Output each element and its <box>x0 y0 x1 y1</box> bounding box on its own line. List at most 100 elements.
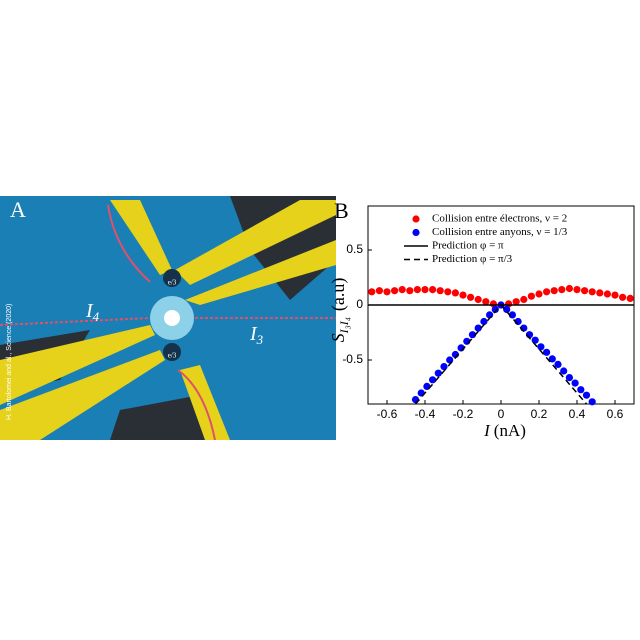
gate <box>0 325 155 405</box>
data-point <box>480 317 488 326</box>
data-point <box>391 287 399 295</box>
data-point <box>543 348 551 356</box>
data-point <box>588 398 596 406</box>
data-point <box>436 287 444 295</box>
data-point <box>573 286 581 294</box>
charge-label: e/3 <box>168 279 177 287</box>
data-point <box>619 293 627 301</box>
x-axis-label: I (nA) <box>483 421 526 440</box>
data-point <box>467 293 475 301</box>
panel-label: A <box>10 197 26 222</box>
data-point <box>558 286 566 294</box>
data-point <box>554 360 562 368</box>
x-tick-label: -0.2 <box>453 407 474 421</box>
data-point <box>531 336 539 344</box>
current-symbol: I <box>249 323 258 345</box>
y-axis-label: SI₃I₄ (a.u) <box>328 278 351 343</box>
x-tick-label: 0 <box>498 407 505 421</box>
legend-label: Collision entre anyons, ν = 1/3 <box>432 226 568 238</box>
data-point <box>444 288 452 296</box>
data-point <box>429 376 437 384</box>
edge-channel <box>0 317 151 326</box>
data-point <box>375 287 383 295</box>
data-point <box>368 288 376 296</box>
data-point <box>421 286 429 294</box>
data-point <box>596 289 604 297</box>
data-point <box>571 379 579 387</box>
edge-channel <box>177 369 216 441</box>
data-point <box>491 305 499 313</box>
data-point <box>527 292 536 300</box>
legend-box <box>400 211 628 269</box>
data-point <box>588 288 596 296</box>
data-point <box>611 291 619 299</box>
quasiparticle <box>163 343 181 361</box>
data-point <box>560 367 568 375</box>
y-tick-label: -0.5 <box>342 352 363 366</box>
legend-label: Prediction φ = π/3 <box>432 253 513 265</box>
x-tick-label: -0.4 <box>415 407 436 421</box>
data-point <box>413 286 421 294</box>
gate <box>0 350 165 440</box>
current-label: I4 <box>85 300 100 324</box>
data-point <box>451 289 459 297</box>
data-point <box>474 324 482 332</box>
data-point <box>383 288 391 296</box>
data-point <box>503 305 511 313</box>
legend-swatch <box>412 228 420 237</box>
x-tick-label: 0.2 <box>531 407 548 421</box>
y-label-sub: I₃I₄ <box>337 317 351 334</box>
gate <box>175 200 336 285</box>
data-point <box>565 284 574 293</box>
y-tick-label: 0 <box>356 297 363 311</box>
data-point <box>398 286 406 294</box>
data-point <box>550 287 558 295</box>
panel-label: B <box>334 198 349 223</box>
x-label-unit: (nA) <box>494 421 526 440</box>
data-point <box>429 286 437 294</box>
current-sub: 4 <box>93 309 100 324</box>
quasiparticle <box>163 269 181 287</box>
y-label-unit: (a.u) <box>328 278 349 311</box>
current-sub: 3 <box>256 332 264 347</box>
y-tick-label: 0.5 <box>346 242 363 256</box>
plot: -0.6 -0.4 -0.2 0 0.2 0.4 0.6 -0.5 0 0.5 I (nA) SI₃I₄… <box>328 205 635 440</box>
legend-label: Collision entre électrons, ν = 2 <box>432 213 567 225</box>
data-point <box>482 298 490 306</box>
data-point <box>434 369 442 377</box>
data-point <box>577 386 585 394</box>
data-point <box>520 295 528 304</box>
data-point <box>548 355 556 363</box>
x-label-symbol: I <box>483 421 491 440</box>
data-point <box>406 287 414 295</box>
data-point <box>474 295 482 304</box>
data-point <box>440 363 448 371</box>
data-point <box>543 288 551 296</box>
data-point <box>468 331 477 339</box>
data-point <box>581 287 589 295</box>
prediction-line <box>414 303 588 405</box>
glow-core <box>164 310 180 326</box>
panel-a-image: A e/3 e/3 I4 I3 H. Bartolomei and al., S… <box>0 196 336 441</box>
legend-label: Prediction φ = π <box>432 240 504 252</box>
legend-swatch <box>412 215 420 223</box>
x-tick-label: 0.6 <box>607 407 624 421</box>
data-point <box>537 343 545 351</box>
x-tick-label: 0.4 <box>569 407 586 421</box>
data-point <box>565 374 574 382</box>
data-point <box>535 290 543 298</box>
data-point <box>512 298 520 306</box>
y-label-symbol: S <box>328 333 348 342</box>
x-tick-label: -0.6 <box>377 407 398 421</box>
legend: Collision entre électrons, ν = 2Collisio… <box>400 211 628 269</box>
data-point <box>582 391 591 399</box>
current-label: I3 <box>249 323 264 347</box>
data-point <box>459 291 467 299</box>
current-symbol: I <box>85 300 94 322</box>
charge-label: e/3 <box>168 352 177 360</box>
data-point <box>603 290 612 298</box>
credit: H. Bartolomei and al., Science (2020) <box>6 304 13 420</box>
data-point <box>626 294 634 302</box>
gate <box>185 240 336 305</box>
